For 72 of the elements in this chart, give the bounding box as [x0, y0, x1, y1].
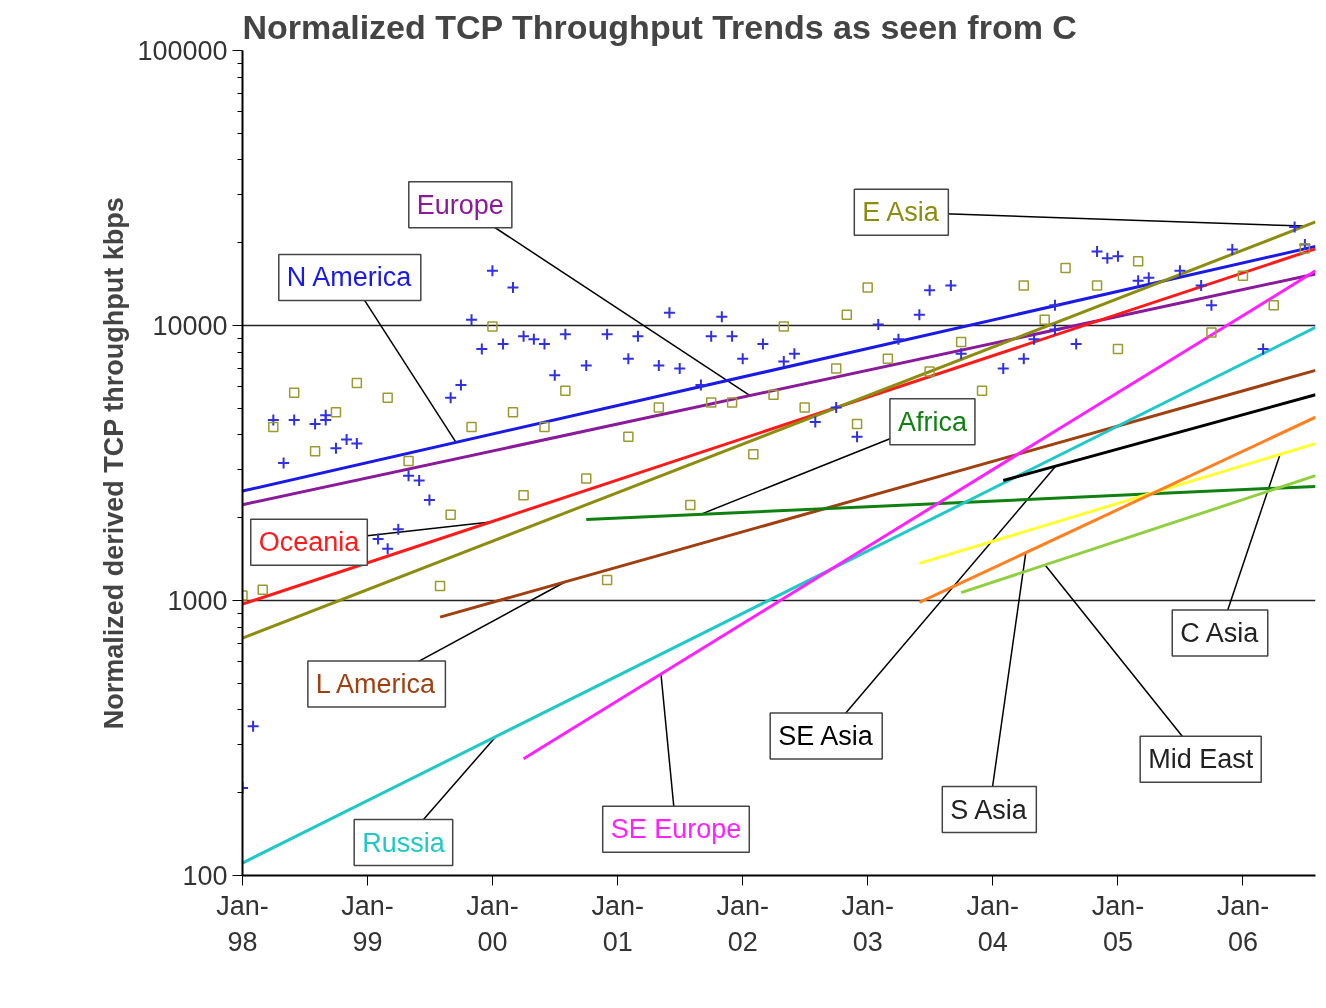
point: [601, 574, 613, 586]
point: [1237, 270, 1249, 282]
point: [830, 363, 842, 374]
x-tick-label: Jan- 05: [1091, 890, 1145, 957]
point: [726, 397, 738, 408]
point: [351, 377, 363, 389]
point: [445, 509, 456, 520]
point: [862, 282, 873, 293]
point: [778, 321, 790, 332]
y-tick-label: 100: [182, 861, 228, 891]
point: [507, 407, 519, 418]
point: [1112, 343, 1124, 355]
point: [403, 455, 414, 467]
point: [841, 309, 853, 321]
text: E Asia: [862, 197, 940, 228]
point: [466, 421, 477, 433]
point: [257, 584, 268, 596]
point: [580, 473, 592, 484]
x-tick-label: Jan- 00: [466, 890, 519, 957]
point: [924, 366, 935, 377]
chart-title: Normalized TCP Throughput Trends as seen from C: [242, 7, 1077, 46]
point: [653, 402, 665, 413]
point: [851, 418, 863, 430]
point: [487, 321, 498, 332]
point: [560, 385, 571, 397]
y-tick-label: 10000: [152, 311, 228, 341]
x-tick-label: Jan- 99: [341, 890, 394, 957]
point: [685, 499, 696, 511]
y-tick-label: 100000: [137, 36, 228, 66]
point: [434, 580, 446, 592]
x-tick-label: Jan- 98: [216, 890, 269, 957]
point: [1132, 255, 1144, 267]
point: [1268, 299, 1279, 311]
point: [1018, 280, 1030, 291]
y-tick-label: 1000: [167, 586, 228, 616]
point: [309, 446, 321, 457]
point: [623, 431, 634, 442]
point: [1091, 280, 1103, 291]
point: [518, 489, 529, 501]
point: [268, 421, 279, 433]
text: SE Asia: [778, 721, 874, 752]
point: [768, 389, 779, 400]
text: S Asia: [950, 794, 1028, 825]
point: [288, 387, 300, 399]
text: Mid East: [1148, 744, 1254, 775]
point: [882, 353, 894, 364]
text: SE Europe: [610, 814, 742, 845]
text: Africa: [897, 406, 968, 437]
text: Europe: [416, 189, 504, 220]
x-tick-label: Jan- 01: [591, 890, 645, 957]
point: [705, 397, 717, 408]
text: C Asia: [1180, 617, 1260, 648]
point: [330, 407, 342, 418]
series-label: Oceania: [258, 527, 361, 558]
point: [1206, 327, 1217, 338]
point: [1039, 314, 1050, 325]
series-label: L America: [315, 669, 436, 700]
point: [799, 402, 810, 413]
point: [976, 385, 988, 397]
point: [955, 336, 967, 348]
x-tick-label: Jan- 06: [1216, 890, 1270, 957]
x-tick-label: Jan- 03: [841, 890, 894, 957]
x-tick-label: Jan- 02: [716, 890, 769, 957]
point: [748, 448, 759, 460]
text: N America: [286, 262, 413, 293]
x-tick-label: Jan- 04: [966, 890, 1019, 957]
point: [539, 421, 550, 433]
point: [382, 392, 393, 403]
y-axis-title: Normalized derived TCP throughput kbps: [99, 197, 130, 730]
series-label: Russia: [362, 827, 446, 858]
point: [1060, 262, 1071, 274]
point: [1299, 243, 1311, 254]
